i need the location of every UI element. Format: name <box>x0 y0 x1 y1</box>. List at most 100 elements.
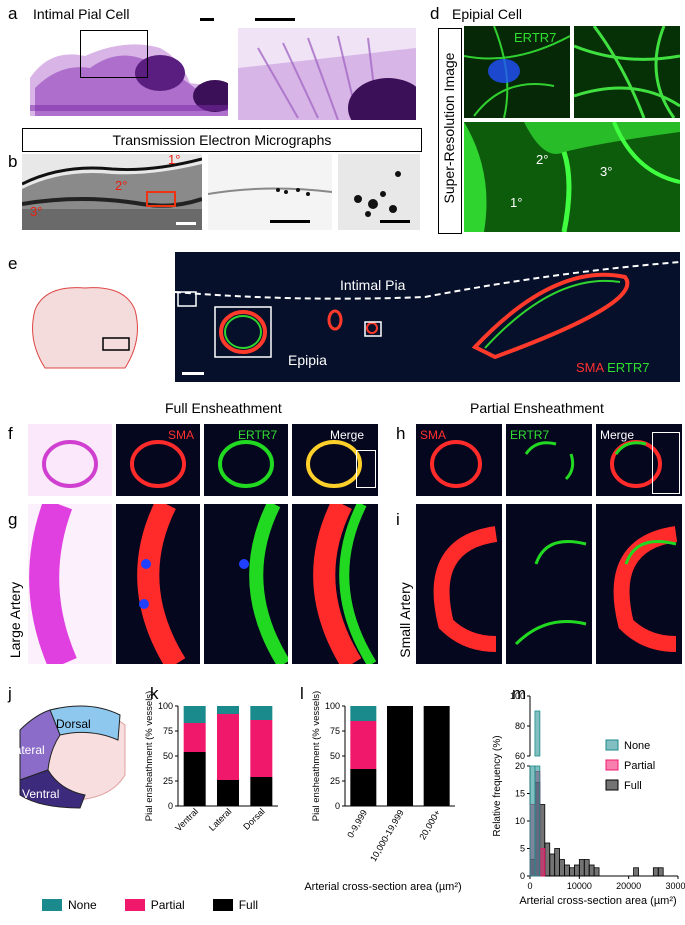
bar-partial <box>183 723 206 752</box>
panel-label-e: e <box>8 254 18 273</box>
small-artery-sma-image <box>416 504 502 664</box>
hist-bar-none <box>529 765 536 877</box>
large-artery-he-image <box>28 504 112 664</box>
full-ertr7-image <box>204 424 288 496</box>
y-tick-label: 0 <box>335 801 340 811</box>
region-dorsal: Dorsal <box>56 717 91 731</box>
tem-image-c1 <box>208 154 332 230</box>
epipia-overview-image <box>175 252 680 382</box>
small-artery-merge-image <box>596 504 682 664</box>
partial-merge-image <box>596 424 682 496</box>
small-artery-label: Small Artery <box>397 582 413 658</box>
y-tick-label: 80 <box>515 721 525 731</box>
legend-swatch-none <box>605 739 619 751</box>
epipial-annotation-2: 2° <box>536 152 549 167</box>
legend-label-partial: Partial <box>624 760 655 772</box>
legend-label-none: None <box>624 740 650 752</box>
channel-label-ertr7: ERTR7 <box>514 30 557 45</box>
hist-bar-full <box>554 848 560 877</box>
x-tick-label: 30000 <box>665 881 685 891</box>
y-axis-label: Pial ensheathment (% vessels) <box>144 691 155 821</box>
epipial-image-2 <box>574 26 680 118</box>
legend-swatch-partial <box>124 899 145 911</box>
super-resolution-label: Super-Resolution Image <box>441 52 457 204</box>
y-tick-label: 100 <box>325 701 340 711</box>
panel-label-f: f <box>8 424 13 443</box>
x-axis-label: Arterial cross-section area (µm²) <box>304 881 461 893</box>
label-intimal-pia: Intimal Pia <box>340 277 406 293</box>
tem-annotation-2: 2° <box>115 178 128 193</box>
legend-partial: Partial <box>150 898 185 912</box>
y-tick-label: 75 <box>330 726 340 736</box>
x-tick-label: Lateral <box>207 806 234 833</box>
panel-label-j: j <box>8 684 12 703</box>
bar-none <box>250 706 273 720</box>
scale-bar <box>200 18 214 21</box>
hist-bar-none <box>534 765 541 877</box>
hist-bar-full <box>633 867 639 877</box>
y-tick-label: 100 <box>510 691 525 701</box>
legend-full: Full <box>238 898 259 912</box>
bar-full <box>350 769 377 806</box>
partial-ertr7-image <box>506 424 592 496</box>
hist-bar-full <box>652 867 659 877</box>
partial-sma-image <box>416 424 502 496</box>
y-tick-label: 50 <box>330 751 340 761</box>
tem-image-c2 <box>338 154 420 230</box>
full-he-image <box>28 424 112 496</box>
channel-label-ertr7: ERTR7 <box>238 428 278 442</box>
y-axis-label: Pial ensheathment (% vessels) <box>311 691 322 821</box>
panel-label-a: a <box>8 4 18 23</box>
bar-full <box>217 780 239 806</box>
large-artery-label: Large Artery <box>7 581 23 659</box>
region-lateral: Lateral <box>8 743 45 757</box>
scale-bar <box>176 222 196 225</box>
partial-ensheathment-title: Partial Ensheathment <box>470 400 604 416</box>
y-tick-label: 100 <box>158 701 173 711</box>
epipial-annotation-1: 1° <box>510 195 523 210</box>
label-sma: SMA <box>576 360 604 375</box>
legend-swatch-full <box>605 779 619 791</box>
legend-swatch-none <box>42 899 62 911</box>
y-axis-label: Relative frequency (%) <box>492 735 503 836</box>
channel-label-ertr7: ERTR7 <box>510 428 550 442</box>
scale-bar <box>270 220 310 223</box>
legend-swatch-full <box>212 899 233 911</box>
inset-box <box>652 432 680 494</box>
x-tick-label: 0-9,999 <box>345 808 369 839</box>
chart-k: 0 25 50 75 100 Ventral Lateral Dorsal Pial enshe… <box>144 691 278 833</box>
large-artery-sma-image <box>116 504 200 664</box>
x-tick-label: 20,000+ <box>417 808 442 841</box>
channel-label-sma: SMA <box>168 428 195 442</box>
hist-bar-full <box>569 867 575 877</box>
legend-swatch-partial <box>605 759 619 771</box>
hist-bar-partial <box>539 848 546 877</box>
hist-bar-full <box>593 867 600 877</box>
panel-d-title: Epipial Cell <box>452 6 523 22</box>
panel-label-k: k <box>150 684 159 703</box>
bar-full <box>183 752 206 806</box>
panel-label-h: h <box>396 424 406 443</box>
bar-none <box>217 706 239 714</box>
x-tick-label: 0 <box>527 881 532 891</box>
epipial-image-1 <box>464 26 570 118</box>
x-tick-label: Dorsal <box>241 806 266 831</box>
epipial-image-3 <box>464 122 680 232</box>
label-ertr7: ERTR7 <box>607 360 650 375</box>
scale-bar <box>182 372 204 375</box>
legend-none: None <box>68 898 97 912</box>
channel-label-merge: Merge <box>600 428 635 442</box>
bar-partial <box>250 720 273 777</box>
hist-bar-full <box>588 864 595 877</box>
x-tick-label: 10000 <box>567 881 592 891</box>
hist-bar-full <box>564 864 570 877</box>
bar-full <box>423 706 450 806</box>
legend-label-full: Full <box>624 780 642 792</box>
panel-label-g: g <box>8 510 18 529</box>
shared-legend: None Partial Full <box>42 898 258 912</box>
bar-partial <box>217 714 239 780</box>
tem-image-b <box>22 154 202 230</box>
hist-bar-full <box>559 859 565 877</box>
panel-label-i: i <box>396 510 400 529</box>
scale-bar <box>255 18 295 21</box>
